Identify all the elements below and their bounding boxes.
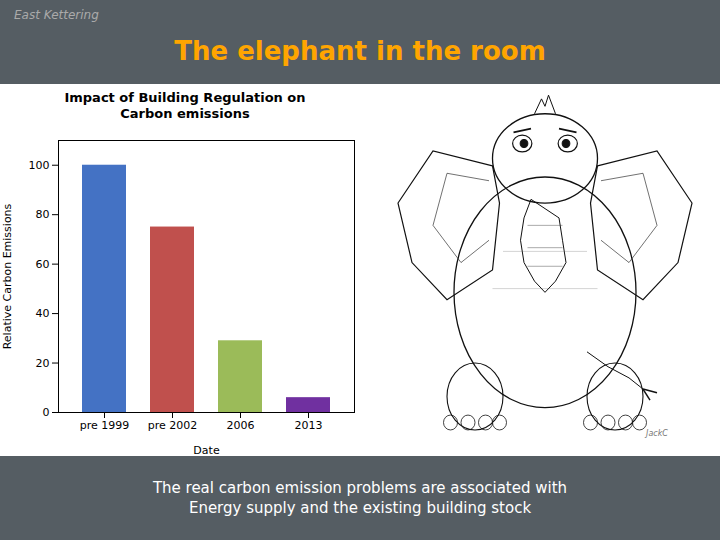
svg-text:Date: Date xyxy=(193,444,220,457)
svg-text:60: 60 xyxy=(36,258,50,271)
svg-text:pre 1999: pre 1999 xyxy=(80,419,130,432)
svg-text:0: 0 xyxy=(43,406,50,419)
html-text:The real carbon emission probl: The real carbon emission problems are as… xyxy=(152,479,568,517)
svg-text:2006: 2006 xyxy=(227,419,255,432)
html-text:The elephant in the room: The elephant in the room xyxy=(174,36,546,66)
svg-text:40: 40 xyxy=(36,307,50,320)
svg-text:pre 2002: pre 2002 xyxy=(148,419,198,432)
svg-text:2013: 2013 xyxy=(295,419,323,432)
svg-text:Relative Carbon Emissions: Relative Carbon Emissions xyxy=(1,203,14,349)
svg-text:20: 20 xyxy=(36,357,50,370)
svg-text:100: 100 xyxy=(29,159,50,172)
svg-text:JackC: JackC xyxy=(644,429,668,438)
svg-text:80: 80 xyxy=(36,208,50,221)
html-text:East Kettering: East Kettering xyxy=(14,8,99,22)
html-text:Impact of Building Regulation: Impact of Building Regulation on Carbon … xyxy=(64,90,306,121)
